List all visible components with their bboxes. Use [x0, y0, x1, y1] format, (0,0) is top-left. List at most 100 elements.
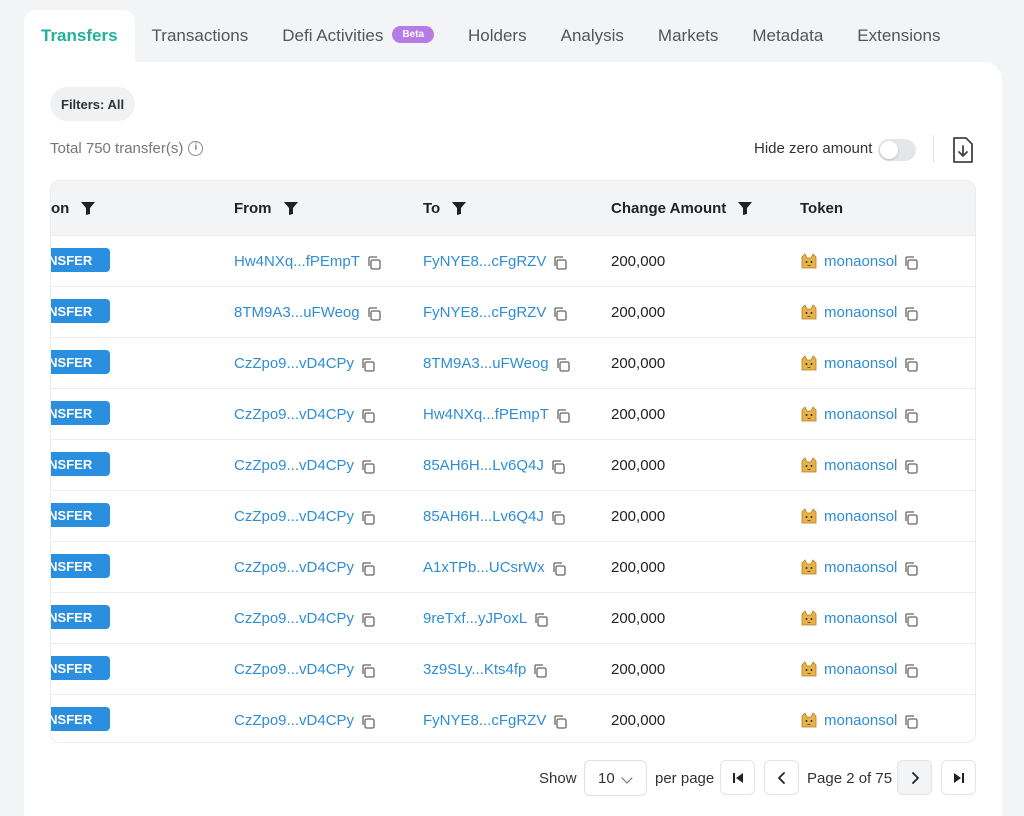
column-from: From [234, 181, 298, 235]
token-link[interactable]: monaonsol [824, 609, 898, 627]
action-badge[interactable]: ANSFER [51, 350, 110, 374]
first-page-button[interactable] [720, 760, 755, 795]
copy-icon[interactable] [550, 510, 566, 526]
next-page-button[interactable] [897, 760, 932, 795]
tab-transactions[interactable]: Transactions [135, 10, 266, 62]
copy-icon[interactable] [555, 357, 571, 373]
copy-icon[interactable] [360, 612, 376, 628]
column-label: Token [800, 199, 844, 217]
action-badge[interactable]: ANSFER [51, 401, 110, 425]
copy-icon[interactable] [533, 612, 549, 628]
tab-analysis[interactable]: Analysis [544, 10, 641, 62]
prev-page-button[interactable] [764, 760, 799, 795]
download-icon[interactable] [952, 137, 974, 163]
copy-icon[interactable] [532, 663, 548, 679]
from-address-link[interactable]: 8TM9A3...uFWeog [234, 303, 360, 321]
action-badge[interactable]: ANSFER [51, 707, 110, 731]
last-page-button[interactable] [941, 760, 976, 795]
filters-button[interactable]: Filters: All [50, 87, 136, 121]
to-address-link[interactable]: FyNYE8...cFgRZV [423, 303, 547, 321]
from-address-link[interactable]: CzZpo9...vD4CPy [234, 405, 355, 423]
from-address-link[interactable]: CzZpo9...vD4CPy [234, 711, 355, 729]
copy-icon[interactable] [552, 255, 568, 271]
token-link[interactable]: monaonsol [824, 660, 898, 678]
copy-icon[interactable] [360, 663, 376, 679]
copy-icon[interactable] [903, 459, 919, 475]
copy-icon[interactable] [903, 561, 919, 577]
action-badge[interactable]: ANSFER [51, 452, 110, 476]
token-link[interactable]: monaonsol [824, 303, 898, 321]
copy-icon[interactable] [360, 357, 376, 373]
copy-icon[interactable] [360, 561, 376, 577]
to-address-link[interactable]: 9reTxf...yJPoxL [423, 609, 528, 627]
funnel-icon[interactable] [452, 201, 467, 215]
copy-icon[interactable] [366, 255, 382, 271]
action-badge[interactable]: ANSFER [51, 503, 110, 527]
tab-defi-activities[interactable]: Defi Activities Beta [265, 10, 451, 62]
from-address-link[interactable]: CzZpo9...vD4CPy [234, 354, 355, 372]
cat-face-icon [800, 507, 818, 525]
token-link[interactable]: monaonsol [824, 252, 898, 270]
tab-label: Analysis [560, 26, 624, 45]
from-address-link[interactable]: CzZpo9...vD4CPy [234, 507, 355, 525]
table-row: ANSFER CzZpo9...vD4CPy Hw4NXq...fPEmpT 200,… [51, 388, 975, 439]
funnel-icon[interactable] [738, 201, 753, 215]
action-badge[interactable]: ANSFER [51, 299, 110, 323]
table-row: ANSFER CzZpo9...vD4CPy 3z9SLy...Kts4fp 200,… [51, 643, 975, 694]
per-page-select[interactable]: 10 [584, 760, 647, 796]
copy-icon[interactable] [550, 459, 566, 475]
table-header: on From To Change Amount Token [51, 181, 975, 235]
copy-icon[interactable] [552, 714, 568, 730]
to-address-link[interactable]: 85AH6H...Lv6Q4J [423, 456, 544, 474]
copy-icon[interactable] [551, 561, 567, 577]
copy-icon[interactable] [552, 306, 568, 322]
from-address-link[interactable]: CzZpo9...vD4CPy [234, 609, 355, 627]
to-address-link[interactable]: FyNYE8...cFgRZV [423, 711, 547, 729]
token-link[interactable]: monaonsol [824, 456, 898, 474]
action-badge[interactable]: ANSFER [51, 248, 110, 272]
token-link[interactable]: monaonsol [824, 405, 898, 423]
copy-icon[interactable] [360, 459, 376, 475]
copy-icon[interactable] [903, 357, 919, 373]
copy-icon[interactable] [366, 306, 382, 322]
copy-icon[interactable] [903, 255, 919, 271]
amount-cell: 200,000 [611, 711, 666, 729]
funnel-icon[interactable] [283, 201, 298, 215]
copy-icon[interactable] [903, 714, 919, 730]
tab-metadata[interactable]: Metadata [735, 10, 840, 62]
copy-icon[interactable] [903, 612, 919, 628]
funnel-icon[interactable] [81, 201, 96, 215]
tab-markets[interactable]: Markets [641, 10, 735, 62]
to-address-link[interactable]: 8TM9A3...uFWeog [423, 354, 549, 372]
to-address-link[interactable]: FyNYE8...cFgRZV [423, 252, 547, 270]
from-address-link[interactable]: CzZpo9...vD4CPy [234, 660, 355, 678]
copy-icon[interactable] [903, 408, 919, 424]
copy-icon[interactable] [903, 306, 919, 322]
from-address-link[interactable]: Hw4NXq...fPEmpT [234, 252, 360, 270]
to-address-link[interactable]: 85AH6H...Lv6Q4J [423, 507, 544, 525]
copy-icon[interactable] [903, 663, 919, 679]
to-address-link[interactable]: Hw4NXq...fPEmpT [423, 405, 549, 423]
token-link[interactable]: monaonsol [824, 507, 898, 525]
to-cell: 3z9SLy...Kts4fp [423, 644, 548, 694]
action-badge[interactable]: ANSFER [51, 656, 110, 680]
action-badge[interactable]: ANSFER [51, 605, 110, 629]
copy-icon[interactable] [555, 408, 571, 424]
from-address-link[interactable]: CzZpo9...vD4CPy [234, 456, 355, 474]
token-link[interactable]: monaonsol [824, 558, 898, 576]
token-link[interactable]: monaonsol [824, 711, 898, 729]
tab-transfers[interactable]: Transfers [24, 10, 135, 62]
token-link[interactable]: monaonsol [824, 354, 898, 372]
to-address-link[interactable]: A1xTPb...UCsrWx [423, 558, 545, 576]
to-address-link[interactable]: 3z9SLy...Kts4fp [423, 660, 527, 678]
copy-icon[interactable] [360, 408, 376, 424]
info-icon[interactable]: i [188, 141, 204, 156]
from-address-link[interactable]: CzZpo9...vD4CPy [234, 558, 355, 576]
copy-icon[interactable] [360, 714, 376, 730]
copy-icon[interactable] [903, 510, 919, 526]
hide-zero-toggle[interactable] [878, 139, 916, 161]
tab-extensions[interactable]: Extensions [840, 10, 957, 62]
action-badge[interactable]: ANSFER [51, 554, 110, 578]
copy-icon[interactable] [360, 510, 376, 526]
tab-holders[interactable]: Holders [451, 10, 544, 62]
